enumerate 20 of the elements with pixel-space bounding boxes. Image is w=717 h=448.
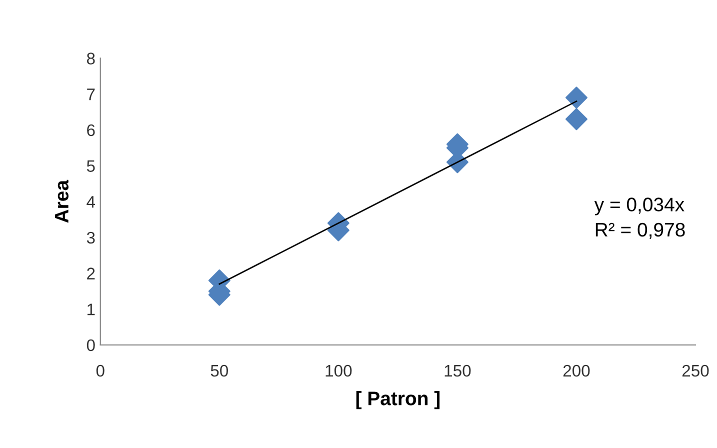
point (565, 86, 588, 109)
y-tick-label: 1 (88, 304, 95, 316)
x-tick-label: 0 (96, 364, 104, 377)
y-tick-label: 6 (87, 124, 95, 136)
y-tick-label: 3 (86, 232, 95, 244)
x-tick-label: 150 (444, 364, 471, 377)
x-tick-label: 50 (210, 364, 228, 377)
y-axis-title: Area (54, 180, 69, 223)
x-tick-label: 200 (563, 364, 590, 377)
y-tick-label: 0 (86, 339, 95, 352)
x-tick-label: 100 (326, 364, 352, 377)
y-tick-label: 4 (86, 196, 96, 208)
y-tick-label: 2 (87, 268, 95, 280)
annotation: y = 0,034x R² = 0,978 (594, 198, 685, 239)
y-tick-label: 8 (86, 52, 95, 64)
x-axis-title: [ Patron ] (356, 391, 440, 410)
point (565, 108, 588, 130)
x-tick-label: 250 (682, 364, 709, 377)
y-tick-label: 5 (86, 160, 95, 172)
y-tick-label: 7 (87, 88, 95, 100)
